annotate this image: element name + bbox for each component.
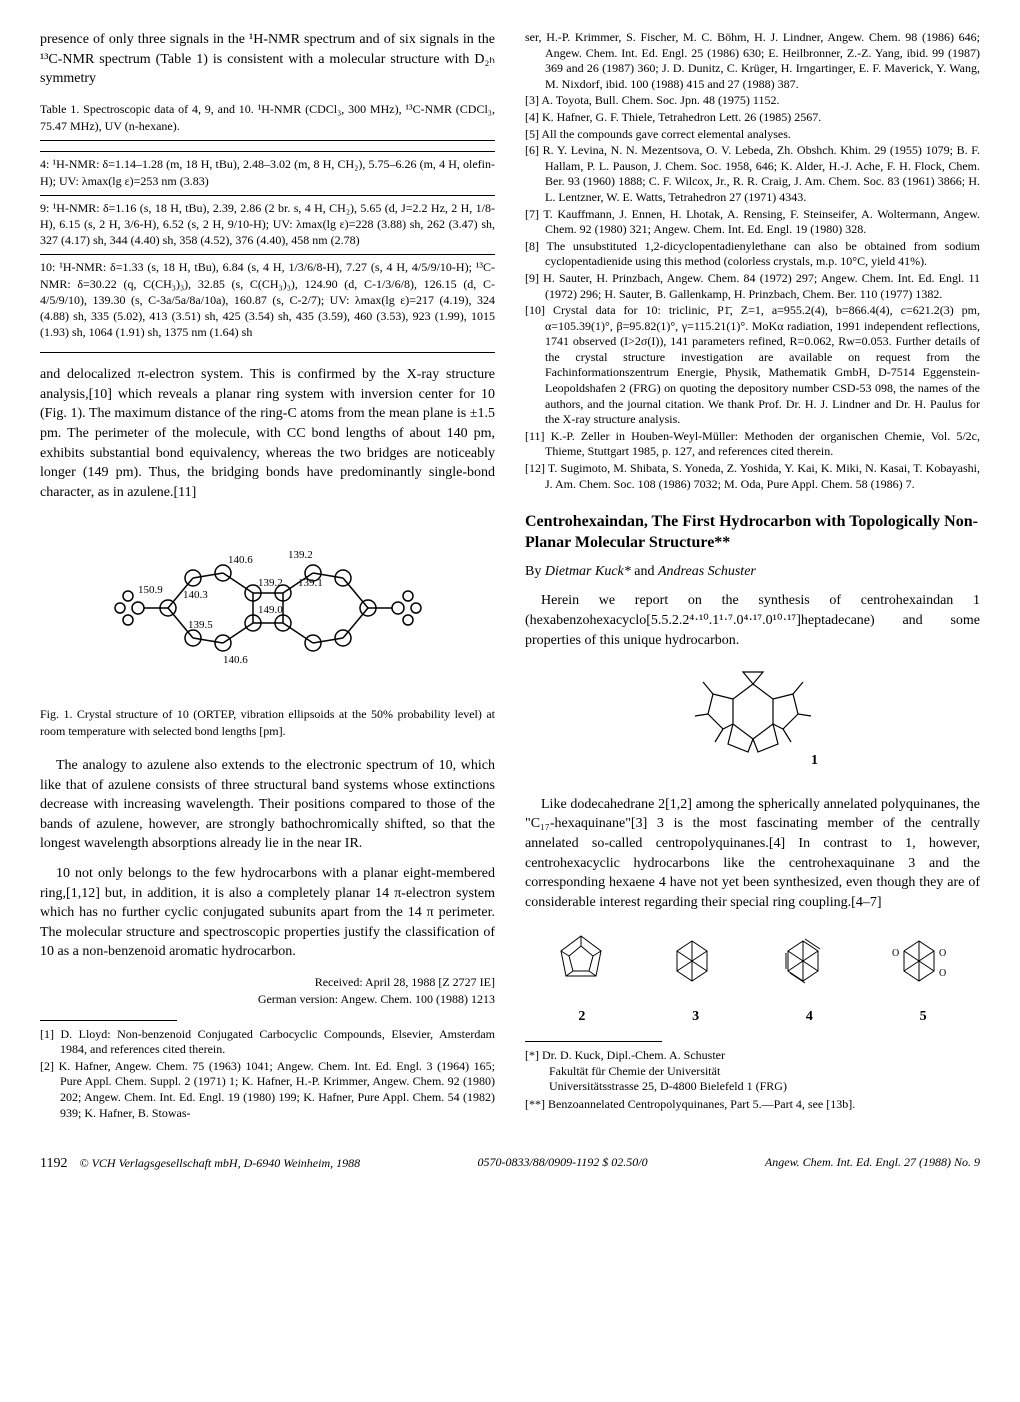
article-title: Centrohexaindan, The First Hydrocarbon w… (525, 512, 980, 554)
label-5: 5 (920, 1007, 927, 1027)
german-version: German version: Angew. Chem. 100 (1988) … (40, 991, 495, 1008)
para-azulene-analogy: The analogy to azulene also extends to t… (40, 756, 495, 854)
svg-text:139.5: 139.5 (188, 619, 213, 631)
structure-labels-row: 2 3 4 5 (525, 1007, 980, 1027)
structure-1-figure: 1 (525, 664, 980, 781)
svg-text:140.6: 140.6 (228, 554, 253, 566)
page-footer: 1192 © VCH Verlagsgesellschaft mbH, D-69… (40, 1146, 980, 1174)
table1-title: Table 1. Spectroscopic data of 4, 9, and… (40, 101, 495, 135)
svg-text:140.6: 140.6 (223, 654, 248, 666)
ref-2-cont: ser, H.-P. Krimmer, S. Fischer, M. C. Bö… (525, 30, 980, 92)
ref-12: [12] T. Sugimoto, M. Shibata, S. Yoneda,… (525, 461, 980, 492)
page-number: 1192 © VCH Verlagsgesellschaft mbH, D-69… (40, 1154, 360, 1174)
structure-5-svg: O O O (874, 926, 964, 1001)
svg-text:1: 1 (811, 753, 818, 768)
ref-1: [1] D. Lloyd: Non-benzenoid Conjugated C… (40, 1027, 495, 1058)
footnote-authors: [*] Dr. D. Kuck, Dipl.-Chem. A. Schuster… (525, 1048, 980, 1095)
ref-7: [7] T. Kauffmann, J. Ennen, H. Lhotak, A… (525, 207, 980, 238)
svg-text:150.9: 150.9 (138, 584, 163, 596)
structure-2-svg (541, 926, 621, 1001)
para-synthesis: Herein we report on the synthesis of cen… (525, 591, 980, 650)
ref-6: [6] R. Y. Levina, N. N. Mezentsova, O. V… (525, 143, 980, 205)
footnote-divider (525, 1041, 662, 1042)
ref-5: [5] All the compounds gave correct eleme… (525, 127, 980, 143)
para-delocalized: and delocalized π-electron system. This … (40, 365, 495, 502)
footer-issn: 0570-0833/88/0909-1192 $ 02.50/0 (477, 1154, 647, 1174)
svg-text:139.2: 139.2 (258, 577, 283, 589)
para-planar-ring: 10 not only belongs to the few hydrocarb… (40, 864, 495, 962)
svg-text:139.1: 139.1 (298, 577, 323, 589)
refs-divider (40, 1020, 177, 1021)
authors-line: By Dietmar Kuck* and Andreas Schuster (525, 562, 980, 582)
svg-text:O: O (939, 968, 946, 979)
ref-9: [9] H. Sauter, H. Prinzbach, Angew. Chem… (525, 271, 980, 302)
svg-text:139.2: 139.2 (288, 549, 313, 561)
label-4: 4 (806, 1007, 813, 1027)
table1-content: 4: ¹H-NMR: δ=1.14–1.28 (m, 18 H, tBu), 2… (40, 140, 495, 353)
table1-row-10: 10: ¹H-NMR: δ=1.33 (s, 18 H, tBu), 6.84 … (40, 259, 495, 340)
ref-8: [8] The unsubstituted 1,2-dicyclopentadi… (525, 239, 980, 270)
label-2: 2 (578, 1007, 585, 1027)
right-column: ser, H.-P. Krimmer, S. Fischer, M. C. Bö… (525, 30, 980, 1122)
footnote-series: [**] Benzoannelated Centropolyquinanes, … (525, 1097, 980, 1113)
ref-10: [10] Crystal data for 10: triclinic, P1̄… (525, 303, 980, 428)
para-dodecahedrane: Like dodecahedrane 2[1,2] among the sphe… (525, 795, 980, 913)
structure-3-svg (652, 926, 732, 1001)
left-column: presence of only three signals in the ¹H… (40, 30, 495, 1122)
table1-row-9: 9: ¹H-NMR: δ=1.16 (s, 18 H, tBu), 2.39, … (40, 200, 495, 249)
ref-3: [3] A. Toyota, Bull. Chem. Soc. Jpn. 48 … (525, 93, 980, 109)
structure-1-svg: 1 (683, 664, 823, 774)
label-3: 3 (692, 1007, 699, 1027)
crystal-structure-svg: 139.2 140.6 139.2 139.1 150.9 140.3 149.… (108, 518, 428, 698)
svg-text:O: O (892, 948, 899, 959)
svg-text:140.3: 140.3 (183, 589, 208, 601)
figure-1-caption: Fig. 1. Crystal structure of 10 (ORTEP, … (40, 706, 495, 740)
and-text: and (631, 564, 658, 579)
svg-text:O: O (939, 948, 946, 959)
table1-row-4: 4: ¹H-NMR: δ=1.14–1.28 (m, 18 H, tBu), 2… (40, 156, 495, 188)
ref-2: [2] K. Hafner, Angew. Chem. 75 (1963) 10… (40, 1059, 495, 1121)
structures-2-5: O O O 2 3 4 5 (525, 926, 980, 1027)
author-1: Dietmar Kuck* (545, 564, 631, 579)
svg-text:149.0: 149.0 (258, 604, 283, 616)
footer-journal: Angew. Chem. Int. Ed. Engl. 27 (1988) No… (765, 1154, 980, 1174)
author-2: Andreas Schuster (658, 564, 756, 579)
received-block: Received: April 28, 1988 [Z 2727 IE] Ger… (40, 974, 495, 1008)
ref-4: [4] K. Hafner, G. F. Thiele, Tetrahedron… (525, 110, 980, 126)
received-date: Received: April 28, 1988 [Z 2727 IE] (40, 974, 495, 991)
figure-1: 139.2 140.6 139.2 139.1 150.9 140.3 149.… (40, 518, 495, 740)
by-text: By (525, 564, 545, 579)
ref-11: [11] K.-P. Zeller in Houben-Weyl-Müller:… (525, 429, 980, 460)
intro-paragraph: presence of only three signals in the ¹H… (40, 30, 495, 89)
structure-4-svg (763, 926, 843, 1001)
